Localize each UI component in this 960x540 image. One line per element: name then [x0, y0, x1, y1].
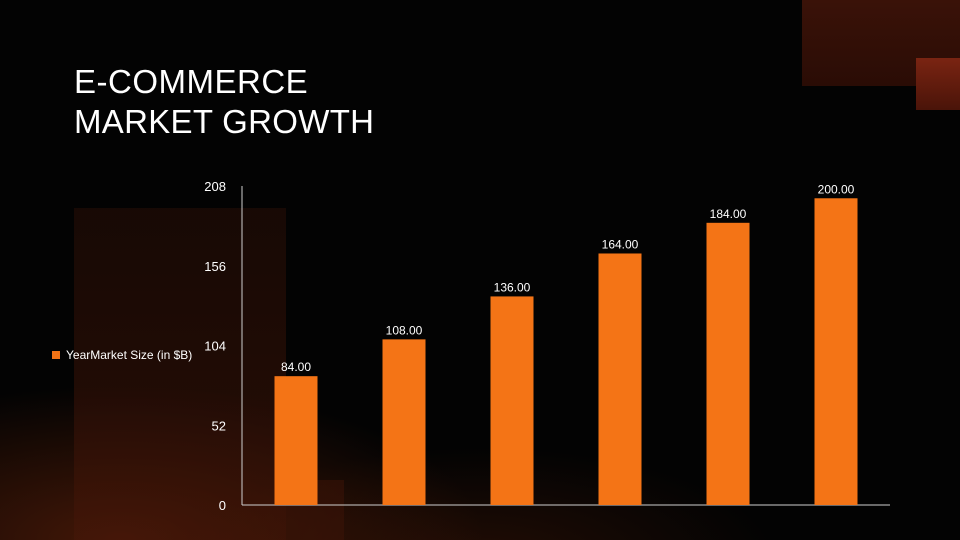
- bar-value-label: 200.00: [818, 182, 855, 196]
- legend-label: YearMarket Size (in $B): [66, 348, 193, 362]
- slide-title-line2: MARKET GROWTH: [74, 102, 375, 140]
- y-tick-label: 0: [219, 498, 226, 513]
- y-tick-label: 156: [204, 259, 226, 274]
- bar: [382, 339, 426, 505]
- decorative-panel-left: [74, 208, 286, 540]
- bar: [490, 296, 534, 505]
- bar: [274, 376, 318, 505]
- y-tick-label: 104: [204, 339, 226, 354]
- bar: [706, 222, 750, 506]
- bar-value-label: 108.00: [386, 323, 423, 337]
- chart-legend: YearMarket Size (in $B): [52, 348, 192, 362]
- bar-value-label: 136.00: [494, 280, 531, 294]
- bar: [814, 198, 858, 505]
- decorative-accent-top-right: [916, 58, 960, 110]
- bar-value-label: 84.00: [281, 360, 311, 374]
- bar-value-label: 164.00: [602, 237, 639, 251]
- legend-swatch: [52, 351, 60, 359]
- bar: [598, 253, 642, 505]
- slide-title-line1: E-COMMERCE: [74, 63, 309, 100]
- y-tick-label: 208: [204, 179, 226, 194]
- y-tick-label: 52: [212, 418, 226, 433]
- slide-title: E-COMMERCE MARKET GROWTH: [74, 62, 374, 141]
- bar-value-label: 184.00: [710, 207, 747, 221]
